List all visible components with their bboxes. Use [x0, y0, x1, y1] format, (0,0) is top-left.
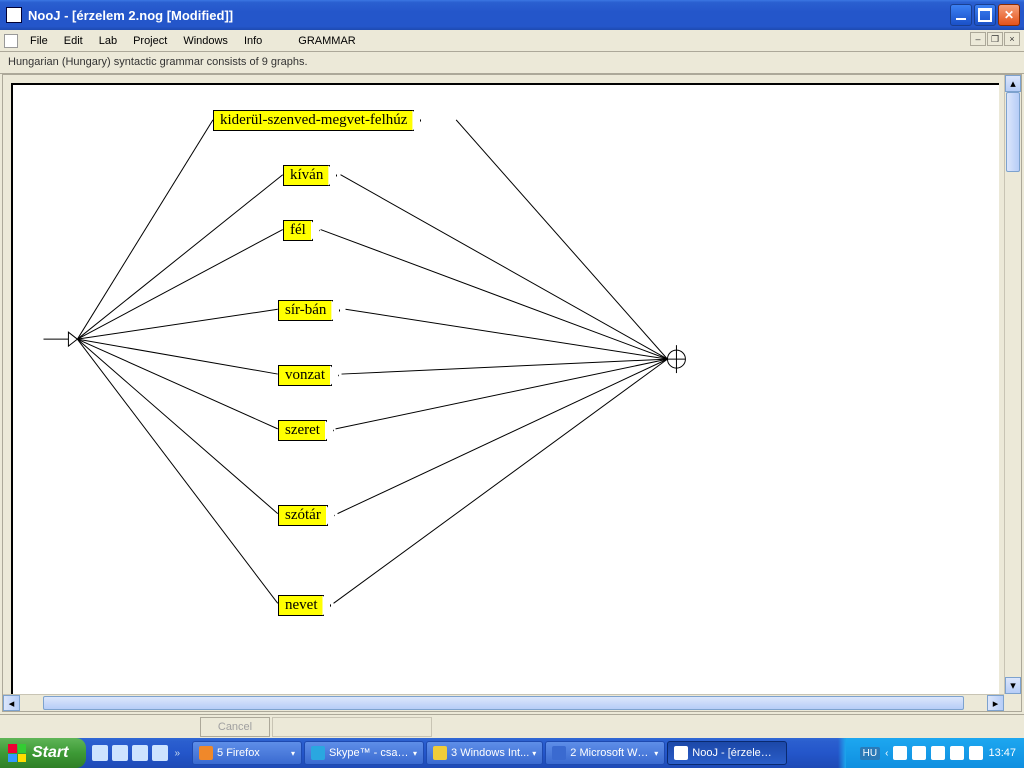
tray-icon[interactable]: [931, 746, 945, 760]
menu-edit[interactable]: Edit: [56, 33, 91, 49]
menu-file[interactable]: File: [22, 33, 56, 49]
start-label: Start: [32, 744, 68, 762]
taskbar-task[interactable]: Skype™ - csajn...▾: [304, 741, 424, 765]
quick-launch-icon[interactable]: [92, 745, 108, 761]
status-bar: Cancel: [0, 714, 1024, 738]
taskbar: Start » 5 Firefox▾Skype™ - csajn...▾3 Wi…: [0, 738, 1024, 768]
vertical-scrollbar[interactable]: ▴ ▾: [1004, 75, 1021, 694]
menu-info[interactable]: Info: [236, 33, 270, 49]
taskbar-task[interactable]: 5 Firefox ▾: [192, 741, 302, 765]
graph-canvas[interactable]: kiderül-szenved-megvet-felhúz kíván fél sír…: [11, 83, 999, 703]
taskbar-task[interactable]: NooJ - [érzelem ...: [667, 741, 787, 765]
taskbar-clock[interactable]: 13:47: [988, 747, 1016, 759]
graph-node[interactable]: kíván: [283, 165, 330, 186]
task-dropdown-icon: ▾: [410, 749, 417, 758]
graph-node-label: fél: [290, 222, 306, 238]
mdi-restore-button[interactable]: ❐: [987, 32, 1003, 46]
graph-node-label: sír-bán: [285, 302, 326, 318]
task-app-icon: [199, 746, 213, 760]
scroll-down-arrow[interactable]: ▾: [1005, 677, 1021, 694]
window-close-button[interactable]: [998, 4, 1020, 26]
system-tray: HU ‹ 13:47: [845, 738, 1024, 768]
vscroll-thumb[interactable]: [1006, 92, 1020, 172]
tray-icon[interactable]: [912, 746, 926, 760]
tray-icon[interactable]: [893, 746, 907, 760]
document-area: kiderül-szenved-megvet-felhúz kíván fél sír…: [2, 74, 1022, 712]
tray-icon[interactable]: [969, 746, 983, 760]
cancel-button[interactable]: Cancel: [200, 717, 270, 737]
hscroll-thumb[interactable]: [43, 696, 964, 710]
graph-node[interactable]: fél: [283, 220, 313, 241]
graph-node[interactable]: sír-bán: [278, 300, 333, 321]
task-label: 5 Firefox: [217, 747, 260, 759]
window-minimize-button[interactable]: [950, 4, 972, 26]
quick-launch-icon[interactable]: [112, 745, 128, 761]
menu-lab[interactable]: Lab: [91, 33, 125, 49]
task-dropdown-icon: ▾: [529, 749, 536, 758]
taskbar-task[interactable]: 2 Microsoft Word▾: [545, 741, 665, 765]
graph-node-label: kiderül-szenved-megvet-felhúz: [220, 112, 407, 128]
window-titlebar: NooJ - [érzelem 2.nog [Modified]]: [0, 0, 1024, 30]
graph-edges: [13, 85, 999, 703]
quick-launch-icon[interactable]: [132, 745, 148, 761]
windows-logo-icon: [8, 744, 26, 762]
tray-icon[interactable]: [950, 746, 964, 760]
graph-node-label: nevet: [285, 597, 317, 613]
graph-node-label: kíván: [290, 167, 323, 183]
window-maximize-button[interactable]: [974, 4, 996, 26]
scroll-left-arrow[interactable]: ◂: [3, 695, 20, 711]
scroll-corner: [1004, 694, 1021, 711]
graph-node-label: szótár: [285, 507, 321, 523]
task-app-icon: [311, 746, 325, 760]
quick-launch-icon[interactable]: [152, 745, 168, 761]
task-app-icon: [552, 746, 566, 760]
graph-node[interactable]: nevet: [278, 595, 324, 616]
app-icon: [6, 7, 22, 23]
mdi-close-button[interactable]: ×: [1004, 32, 1020, 46]
task-label: 3 Windows Int...: [451, 747, 529, 759]
graph-node[interactable]: kiderül-szenved-megvet-felhúz: [213, 110, 414, 131]
menu-bar: File Edit Lab Project Windows Info GRAMM…: [0, 30, 1024, 52]
task-app-icon: [674, 746, 688, 760]
graph-node[interactable]: szótár: [278, 505, 328, 526]
task-label: Skype™ - csajn...: [329, 747, 410, 759]
tray-chevron-icon[interactable]: ‹: [885, 748, 888, 759]
quick-launch-overflow[interactable]: »: [172, 748, 182, 759]
graph-node-label: szeret: [285, 422, 320, 438]
taskbar-task[interactable]: 3 Windows Int...▾: [426, 741, 543, 765]
mdi-doc-icon: [4, 34, 18, 48]
taskbar-tasks: 5 Firefox▾Skype™ - csajn...▾3 Windows In…: [188, 738, 845, 768]
menu-grammar[interactable]: GRAMMAR: [290, 33, 363, 49]
graph-node-label: vonzat: [285, 367, 325, 383]
mdi-minimize-button[interactable]: –: [970, 32, 986, 46]
quick-launch: »: [86, 738, 188, 768]
task-dropdown-icon: ▾: [651, 749, 658, 758]
task-label: NooJ - [érzelem ...: [692, 747, 780, 759]
start-button[interactable]: Start: [0, 738, 86, 768]
window-title: NooJ - [érzelem 2.nog [Modified]]: [26, 8, 950, 23]
status-panel-1: [272, 717, 432, 737]
menu-windows[interactable]: Windows: [175, 33, 236, 49]
scroll-up-arrow[interactable]: ▴: [1005, 75, 1021, 92]
horizontal-scrollbar[interactable]: ◂ ▸: [3, 694, 1004, 711]
grammar-info-text: Hungarian (Hungary) syntactic grammar co…: [0, 52, 1024, 74]
graph-node[interactable]: szeret: [278, 420, 327, 441]
language-indicator[interactable]: HU: [860, 747, 880, 760]
task-dropdown-icon: ▾: [288, 749, 295, 758]
task-app-icon: [433, 746, 447, 760]
graph-node[interactable]: vonzat: [278, 365, 332, 386]
task-label: 2 Microsoft Word: [570, 747, 651, 759]
menu-project[interactable]: Project: [125, 33, 175, 49]
scroll-right-arrow[interactable]: ▸: [987, 695, 1004, 711]
